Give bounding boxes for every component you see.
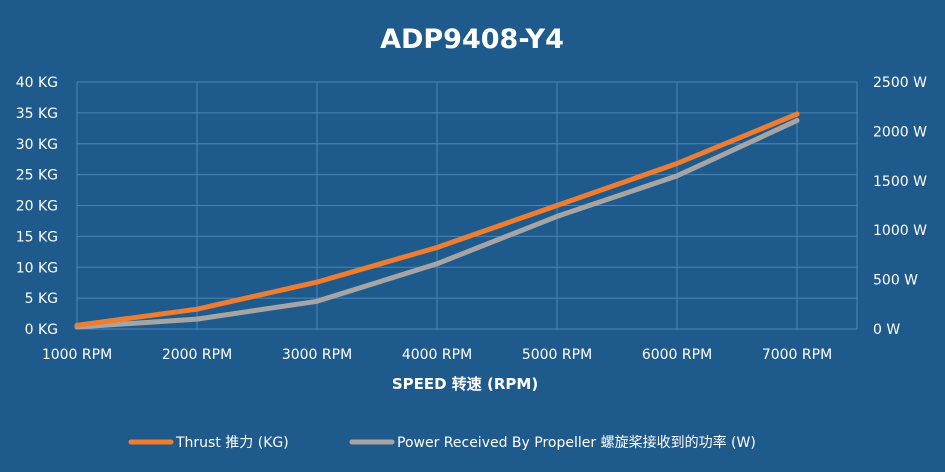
power-data-point bbox=[794, 118, 800, 123]
right-y-tick-label: 0 W bbox=[873, 322, 900, 338]
right-y-axis: 0 W 500 W 1000 W 1500 W 2000 W 2500 W bbox=[873, 75, 927, 338]
power-data-point bbox=[554, 213, 560, 219]
chart-title: ADP9408-Y4 bbox=[380, 24, 564, 55]
left-y-tick-label: 30 KG bbox=[16, 137, 58, 153]
thrust-data-point bbox=[794, 111, 800, 117]
x-axis: 1000 RPM 2000 RPM 3000 RPM 4000 RPM 5000 RPM… bbox=[42, 347, 832, 363]
right-y-tick-label: 1000 W bbox=[873, 223, 927, 239]
legend: Thrust 推力 (KG) Power Received By Propelle… bbox=[128, 434, 756, 451]
x-tick-label: 5000 RPM bbox=[522, 347, 592, 363]
left-y-tick-label: 35 KG bbox=[16, 106, 58, 122]
x-axis-title: SPEED 转速 (RPM) bbox=[392, 375, 538, 393]
left-y-tick-label: 40 KG bbox=[16, 75, 58, 91]
thrust-data-point bbox=[74, 322, 80, 328]
gridlines bbox=[76, 81, 858, 330]
left-y-tick-label: 0 KG bbox=[25, 322, 58, 338]
right-y-tick-label: 2500 W bbox=[873, 75, 927, 91]
thrust-data-point bbox=[674, 161, 680, 166]
legend-label-thrust: Thrust 推力 (KG) bbox=[175, 435, 289, 451]
power-data-point bbox=[434, 261, 440, 267]
x-tick-label: 6000 RPM bbox=[642, 347, 712, 363]
left-y-tick-label: 25 KG bbox=[16, 168, 58, 184]
left-y-tick-label: 20 KG bbox=[16, 199, 58, 215]
left-y-tick-label: 15 KG bbox=[16, 229, 58, 245]
right-y-tick-label: 1500 W bbox=[873, 174, 927, 190]
thrust-data-point bbox=[554, 203, 560, 208]
power-data-point bbox=[674, 173, 680, 179]
x-tick-label: 1000 RPM bbox=[42, 347, 112, 363]
thrust-data-point bbox=[314, 279, 320, 285]
thrust-data-point bbox=[194, 306, 200, 312]
left-y-axis: 0 KG 5 KG 10 KG 15 KG 20 KG 25 KG 30 KG 35 KG 40… bbox=[16, 75, 58, 338]
power-data-point bbox=[194, 316, 200, 322]
power-data-point bbox=[314, 298, 320, 304]
thrust-data-point bbox=[434, 245, 440, 250]
right-y-tick-label: 500 W bbox=[873, 273, 918, 289]
x-tick-label: 7000 RPM bbox=[762, 347, 832, 363]
x-tick-label: 2000 RPM bbox=[162, 347, 232, 363]
x-tick-label: 4000 RPM bbox=[402, 347, 472, 363]
left-y-tick-label: 5 KG bbox=[25, 291, 58, 307]
series-lines bbox=[74, 111, 800, 330]
right-y-tick-label: 2000 W bbox=[873, 124, 927, 140]
legend-label-power: Power Received By Propeller 螺旋桨接收到的功率 (W… bbox=[397, 434, 756, 451]
left-y-tick-label: 10 KG bbox=[16, 260, 58, 276]
x-tick-label: 3000 RPM bbox=[282, 347, 352, 363]
